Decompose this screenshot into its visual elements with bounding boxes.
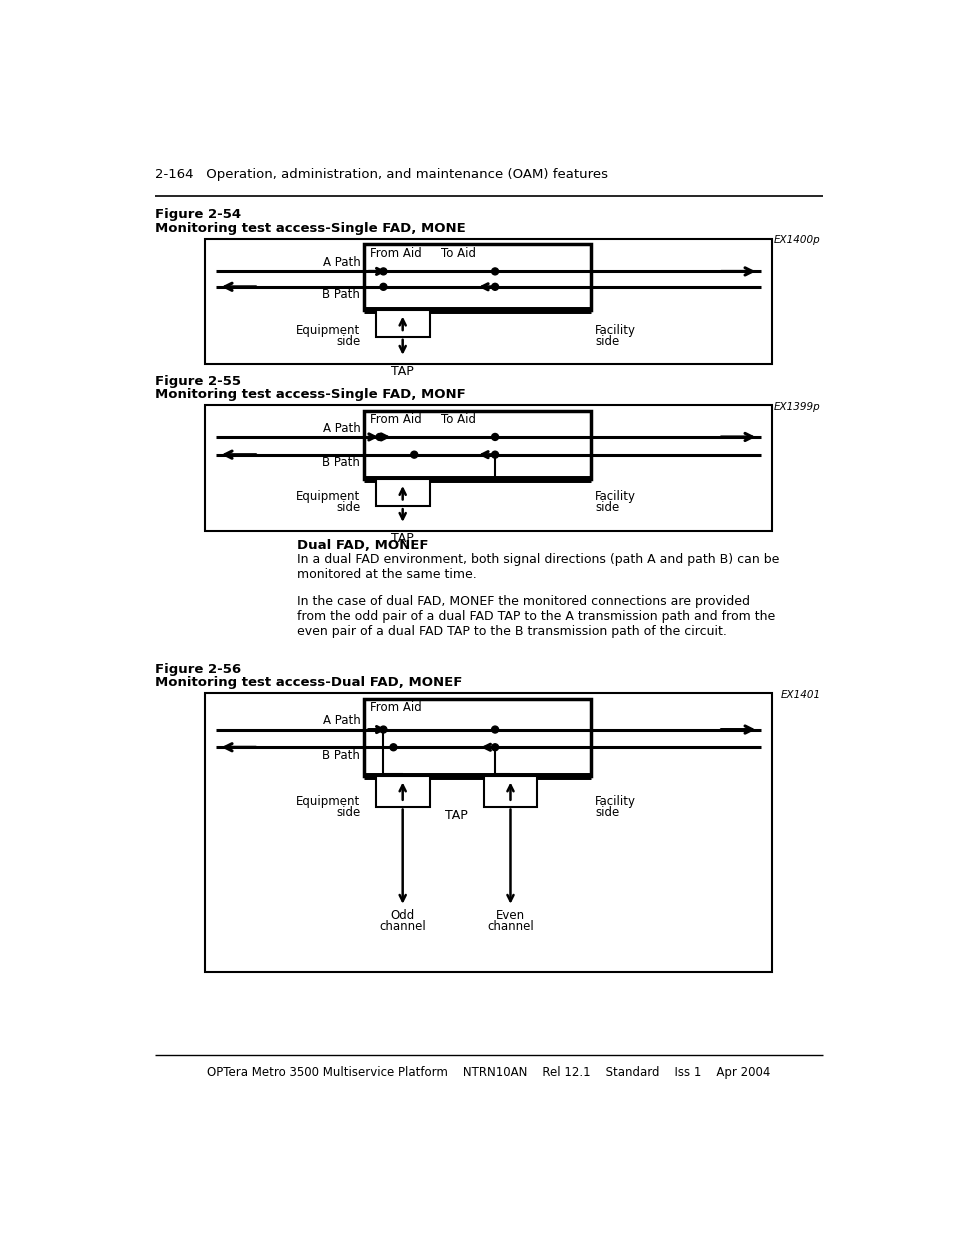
Text: 2-164   Operation, administration, and maintenance (OAM) features: 2-164 Operation, administration, and mai… — [154, 168, 607, 180]
Bar — [483, 776, 537, 806]
Text: A Path: A Path — [322, 714, 360, 727]
Text: Facility: Facility — [595, 490, 636, 503]
Text: EX1401: EX1401 — [780, 689, 820, 699]
Text: EX1399p: EX1399p — [773, 401, 820, 411]
Text: To Aid: To Aid — [440, 412, 476, 426]
Circle shape — [411, 451, 417, 458]
Text: side: side — [595, 501, 618, 514]
Circle shape — [375, 433, 383, 441]
Text: A Path: A Path — [322, 421, 360, 435]
Text: TAP: TAP — [391, 366, 414, 378]
Bar — [205, 240, 772, 364]
Text: From Aid: From Aid — [370, 701, 421, 714]
Text: EX1400p: EX1400p — [773, 235, 820, 246]
Text: OPTera Metro 3500 Multiservice Platform    NTRN10AN    Rel 12.1    Standard    I: OPTera Metro 3500 Multiservice Platform … — [207, 1066, 770, 1079]
Bar — [375, 479, 429, 506]
Text: Figure 2-54: Figure 2-54 — [154, 209, 240, 221]
Circle shape — [491, 268, 498, 275]
Bar — [375, 310, 429, 337]
Text: Dual FAD, MONEF: Dual FAD, MONEF — [297, 540, 428, 552]
Text: Monitoring test access-Single FAD, MONE: Monitoring test access-Single FAD, MONE — [154, 222, 465, 235]
Bar — [375, 776, 429, 806]
Text: side: side — [335, 805, 360, 819]
Circle shape — [491, 451, 498, 458]
Text: B Path: B Path — [322, 456, 360, 469]
Text: In a dual FAD environment, both signal directions (path A and path B) can be
mon: In a dual FAD environment, both signal d… — [297, 553, 779, 582]
Text: Equipment: Equipment — [295, 324, 360, 337]
Text: Monitoring test access-Single FAD, MONF: Monitoring test access-Single FAD, MONF — [154, 389, 465, 401]
Text: To Aid: To Aid — [440, 247, 476, 259]
Text: In the case of dual FAD, MONEF the monitored connections are provided
from the o: In the case of dual FAD, MONEF the monit… — [297, 595, 775, 637]
Bar — [205, 405, 772, 531]
Bar — [364, 411, 591, 479]
Text: Monitoring test access-Dual FAD, MONEF: Monitoring test access-Dual FAD, MONEF — [154, 677, 461, 689]
Text: B Path: B Path — [322, 748, 360, 762]
Circle shape — [379, 726, 387, 734]
Text: Figure 2-55: Figure 2-55 — [154, 374, 240, 388]
Text: TAP: TAP — [391, 532, 414, 546]
Text: Equipment: Equipment — [295, 795, 360, 808]
Text: side: side — [595, 335, 618, 347]
Text: side: side — [335, 501, 360, 514]
Text: Facility: Facility — [595, 795, 636, 808]
Bar — [364, 699, 591, 776]
Text: Even: Even — [496, 909, 524, 923]
Circle shape — [491, 743, 498, 751]
Text: A Path: A Path — [322, 256, 360, 269]
Text: Figure 2-56: Figure 2-56 — [154, 662, 240, 676]
Circle shape — [390, 743, 396, 751]
Text: side: side — [595, 805, 618, 819]
Bar — [364, 245, 591, 310]
Circle shape — [491, 433, 498, 441]
Text: Equipment: Equipment — [295, 490, 360, 503]
Text: TAP: TAP — [445, 809, 468, 821]
Text: channel: channel — [379, 920, 426, 932]
Circle shape — [491, 283, 498, 290]
Circle shape — [379, 283, 387, 290]
Text: channel: channel — [487, 920, 534, 932]
Text: Facility: Facility — [595, 324, 636, 337]
Text: B Path: B Path — [322, 288, 360, 301]
Text: side: side — [335, 335, 360, 347]
Bar — [205, 693, 772, 972]
Circle shape — [491, 726, 498, 734]
Circle shape — [379, 268, 387, 275]
Text: From Aid: From Aid — [370, 247, 421, 259]
Text: Odd: Odd — [390, 909, 415, 923]
Text: From Aid: From Aid — [370, 412, 421, 426]
